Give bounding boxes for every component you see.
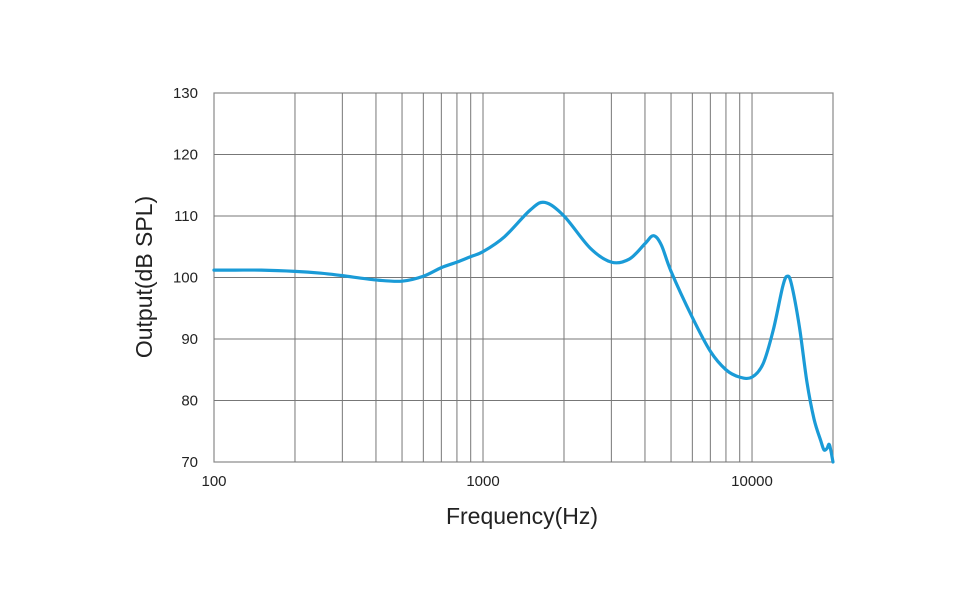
y-axis-title: Output(dB SPL) bbox=[131, 196, 157, 358]
y-tick-label: 80 bbox=[181, 393, 198, 410]
x-axis-title: Frequency(Hz) bbox=[446, 503, 598, 529]
x-tick-label: 10000 bbox=[731, 473, 773, 490]
x-tick-label: 100 bbox=[201, 473, 226, 490]
y-tick-label: 100 bbox=[173, 270, 198, 287]
x-tick-label: 1000 bbox=[466, 473, 499, 490]
y-tick-label: 130 bbox=[173, 85, 198, 102]
plot-layer bbox=[212, 200, 835, 464]
y-tick-label: 110 bbox=[174, 208, 198, 225]
y-tick-label: 90 bbox=[181, 331, 198, 348]
frequency-response-line bbox=[212, 200, 835, 464]
label-layer: Frequency(Hz) Output(dB SPL) 70 80 90 100 11… bbox=[131, 85, 773, 529]
y-tick-label: 70 bbox=[181, 454, 198, 471]
y-tick-label: 120 bbox=[173, 147, 198, 164]
grid-layer bbox=[213, 92, 834, 463]
